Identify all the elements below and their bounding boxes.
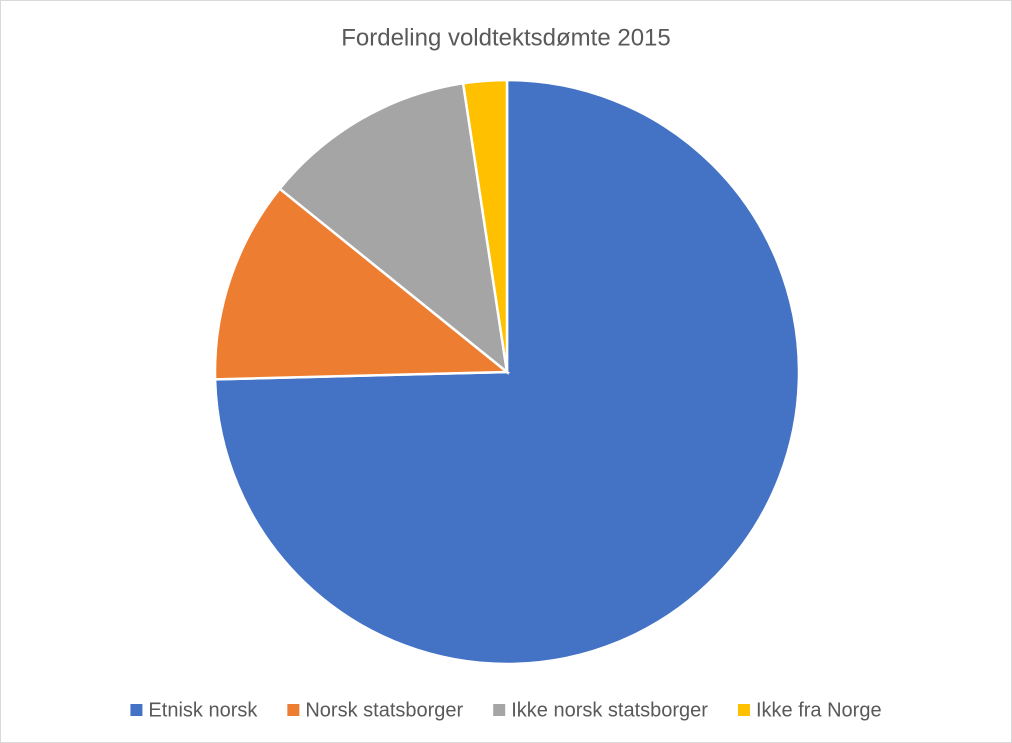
legend-swatch	[493, 704, 506, 716]
legend-swatch	[737, 704, 750, 716]
legend-label: Norsk statsborger	[305, 699, 463, 721]
legend-swatch	[130, 704, 143, 716]
pie-slice	[277, 81, 509, 375]
chart-title: Fordeling voldtektsdømte 2015	[341, 24, 671, 51]
pie-slice	[213, 186, 511, 381]
legend-swatch	[287, 704, 300, 716]
pie-slice	[461, 78, 509, 373]
legend-label: Etnisk norsk	[148, 699, 258, 721]
legend-label: Ikke fra Norge	[756, 699, 882, 721]
legend-label: Ikke norsk statsborger	[511, 699, 708, 721]
legend: Etnisk norsk Norsk statsborger Ikke norsk …	[130, 699, 882, 721]
